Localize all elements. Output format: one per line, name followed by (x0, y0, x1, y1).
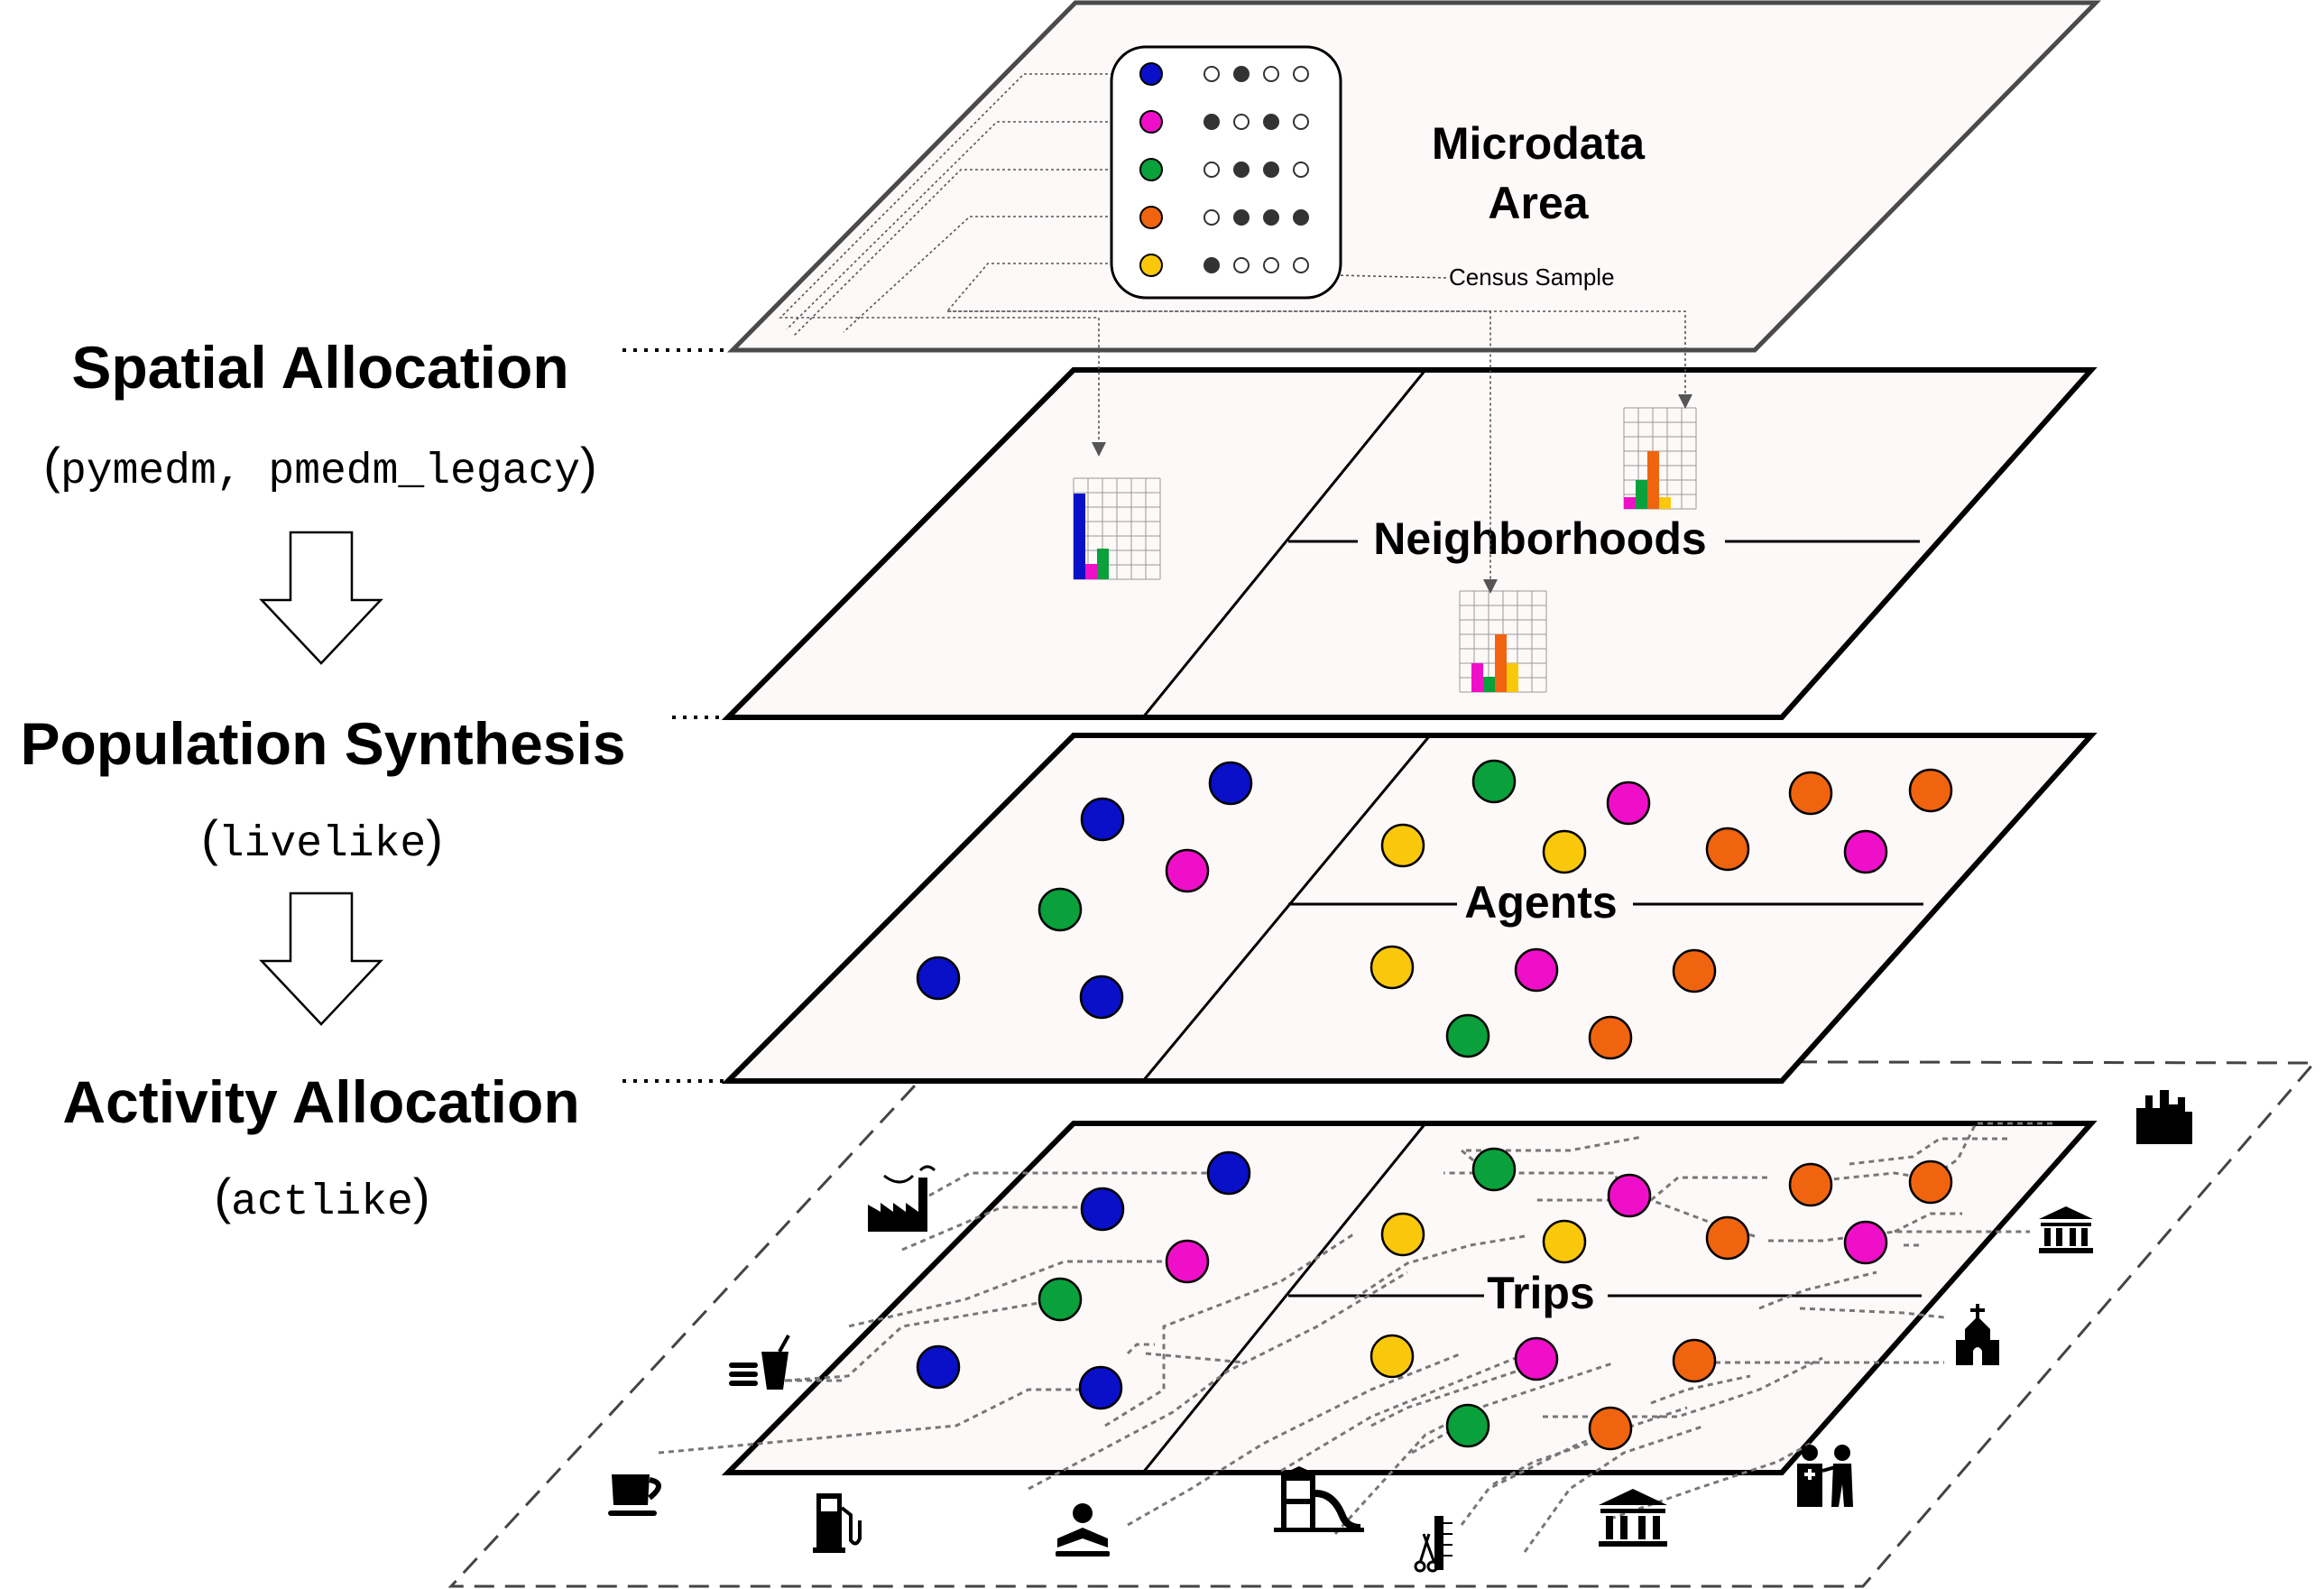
factory-icon (868, 1165, 936, 1232)
sample-attribute-dot (1204, 162, 1220, 178)
bank-icon (2039, 1206, 2093, 1253)
sample-attribute-dot (1263, 209, 1279, 226)
step-title-activity-allocation: Activity Allocation (62, 1068, 579, 1135)
step-title-spatial-allocation: Spatial Allocation (71, 334, 568, 401)
neighborhoods-label: Neighborhoods (1373, 513, 1706, 564)
down-arrow-icon (259, 531, 383, 665)
barber-icon (1414, 1516, 1452, 1573)
sample-attribute-dot (1263, 257, 1279, 273)
step-title-population-synthesis: Population Synthesis (20, 710, 625, 777)
doctor-icon (1797, 1445, 1853, 1507)
sample-attribute-dot (1293, 114, 1309, 130)
trips-layer: Trips (658, 1121, 2098, 1553)
sample-attribute-dot (1293, 257, 1309, 273)
sample-attribute-dot (1204, 257, 1220, 273)
sample-record-dot (1139, 62, 1163, 86)
playground-icon (1274, 1466, 1364, 1532)
sample-attribute-dot (1233, 66, 1250, 82)
agents-label: Agents (1464, 877, 1617, 928)
sample-attribute-dot (1293, 66, 1309, 82)
step-packages-population-synthesis: (livelike) (201, 809, 443, 869)
sample-record-dot (1139, 206, 1163, 229)
sample-attribute-dot (1263, 162, 1279, 178)
step-packages-activity-allocation: (actlike) (215, 1168, 430, 1227)
sample-attribute-dot (1233, 162, 1250, 178)
neighborhood-histogram (1623, 407, 1697, 510)
sample-record-dot (1139, 254, 1163, 277)
food-icon (729, 1335, 790, 1390)
sample-attribute-dot (1293, 209, 1309, 226)
sample-attribute-dot (1233, 257, 1250, 273)
agents-layer: Agents (721, 733, 2098, 1084)
neighborhoods-layer: Neighborhoods (721, 367, 2098, 720)
sample-record-dot (1139, 158, 1163, 181)
activity-extent (447, 1058, 2318, 1588)
sample-record-dot (1139, 110, 1163, 134)
sample-attribute-dot (1204, 66, 1220, 82)
church-icon (1956, 1304, 1999, 1365)
microdata-label-line1: Microdata (1432, 118, 1646, 169)
down-arrow-icon (259, 892, 383, 1026)
sample-attribute-dot (1233, 114, 1250, 130)
sample-attribute-dot (1293, 162, 1309, 178)
census-sample-label: Census Sample (1449, 263, 1615, 291)
activity-icons (608, 1090, 2192, 1573)
coffee-icon (608, 1474, 661, 1516)
neighborhood-histogram (1073, 477, 1161, 580)
sample-attribute-dot (1263, 66, 1279, 82)
census-sample-box (1110, 45, 1342, 300)
reading-icon (1056, 1503, 1110, 1557)
sample-attribute-dot (1233, 209, 1250, 226)
neighborhood-histogram (1459, 590, 1547, 693)
microdata-layer: Microdata Area Census Sample (727, 0, 2101, 594)
workflow-steps: Spatial Allocation (pymedm, pmedm_legacy… (20, 334, 729, 1227)
step-packages-spatial-allocation: (pymedm, pmedm_legacy) (43, 437, 596, 496)
museum-icon (1599, 1489, 1667, 1547)
fuel-icon (813, 1493, 862, 1553)
microdata-label-line2: Area (1488, 178, 1589, 228)
city-icon (2136, 1090, 2192, 1144)
sample-attribute-dot (1204, 209, 1220, 226)
sample-attribute-dot (1204, 114, 1220, 130)
sample-attribute-dot (1263, 114, 1279, 130)
trips-label: Trips (1487, 1268, 1594, 1318)
